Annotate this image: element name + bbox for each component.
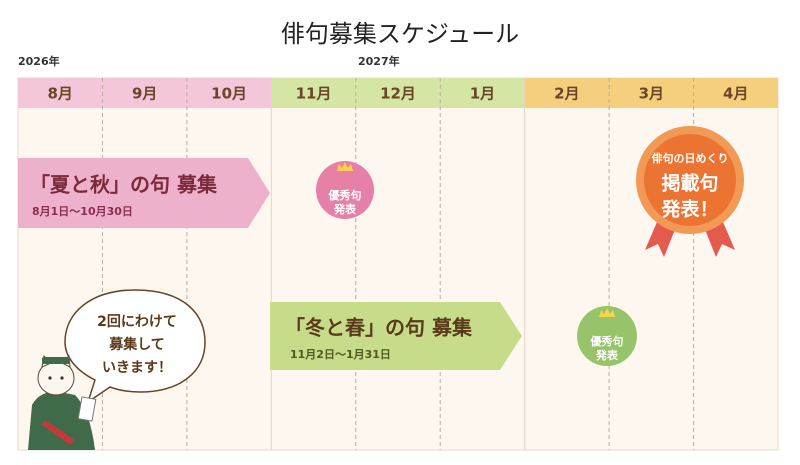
month-label: 3月 — [639, 85, 664, 103]
campaign-period: 11月2日〜1月31日 — [290, 348, 391, 361]
month-label: 2月 — [554, 85, 579, 103]
badge-text: 掲載句 — [661, 172, 718, 195]
badge-text: 優秀句 — [590, 334, 624, 348]
header-band — [271, 78, 524, 108]
campaign-arrow — [270, 302, 522, 370]
bubble-text: いきます！ — [102, 360, 172, 376]
crown-icon — [337, 162, 353, 171]
badge — [644, 134, 736, 226]
campaign-label: 「冬と春」の句 募集 — [285, 316, 473, 340]
badge-text: 発表 — [333, 202, 357, 216]
year-label: 2026年 — [18, 54, 60, 68]
month-label: 9月 — [132, 85, 157, 103]
crown-icon — [599, 308, 615, 317]
month-label: 4月 — [723, 85, 748, 103]
month-label: 1月 — [470, 85, 495, 103]
month-label: 10月 — [211, 85, 247, 103]
badge-text: 発表 — [595, 348, 619, 362]
badge — [316, 161, 374, 219]
month-label: 11月 — [296, 85, 332, 103]
badge-text: 優秀句 — [328, 188, 362, 202]
header-band — [524, 78, 778, 108]
badge-text: 俳句の日めくり — [652, 151, 729, 165]
month-label: 8月 — [48, 85, 73, 103]
badge-text: 発表！ — [660, 198, 718, 221]
campaign-period: 8月1日〜10月30日 — [32, 205, 133, 218]
bubble-text: 募集して — [108, 336, 165, 353]
year-label: 2027年 — [358, 54, 400, 68]
campaign-label: 「夏と秋」の句 募集 — [30, 173, 218, 197]
badge — [577, 306, 637, 366]
cat-illustration — [28, 354, 97, 450]
campaign-arrow — [18, 158, 270, 228]
month-row: 8月 9月 10月 11月 12月 1月 2月 3月 4月 — [48, 85, 749, 103]
speech-bubble — [64, 289, 206, 404]
header-band — [18, 78, 271, 108]
month-label: 12月 — [380, 85, 416, 103]
title: 俳句募集スケジュール — [281, 20, 519, 48]
bubble-text: 2回にわけて — [97, 314, 177, 330]
